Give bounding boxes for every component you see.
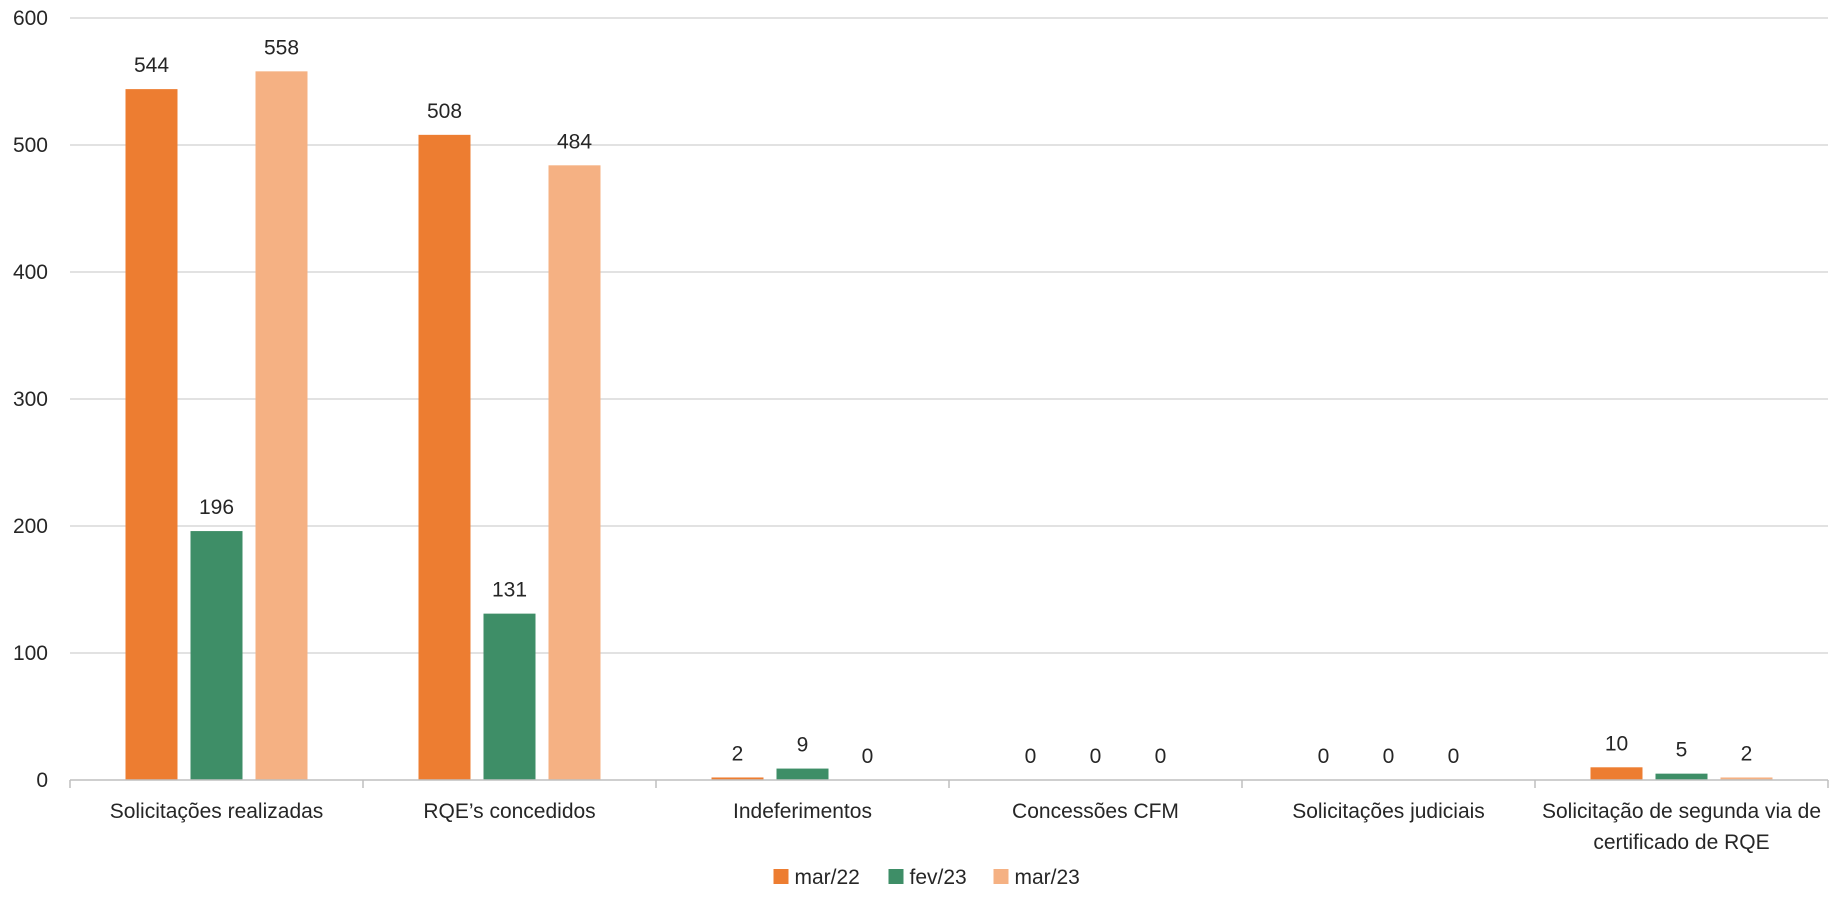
data-label: 0 [1383,745,1395,768]
bar [1655,773,1708,780]
data-label: 5 [1676,739,1688,762]
data-label: 2 [732,742,744,765]
x-tick-label: certificado de RQE [1593,831,1769,854]
data-label: 0 [1090,745,1102,768]
legend-swatch [993,869,1009,884]
data-label: 544 [134,54,169,77]
y-tick-label: 400 [13,261,48,284]
x-tick-label: Concessões CFM [1012,800,1179,823]
bars [125,71,1773,781]
bar [190,531,243,780]
x-tick-label: Solicitações realizadas [110,800,324,823]
data-label: 9 [797,734,809,757]
legend-label: fev/23 [910,866,967,889]
y-tick-label: 300 [13,388,48,411]
bar [418,134,471,781]
x-tick-label: Solicitação de segunda via de [1542,800,1821,823]
data-label: 2 [1741,742,1753,765]
legend-swatch [888,869,904,884]
data-label: 508 [427,100,462,123]
legend-label: mar/23 [1015,866,1080,889]
x-tick-label: Indeferimentos [733,800,872,823]
y-tick-label: 100 [13,642,48,665]
data-label: 0 [1448,745,1460,768]
gridlines [70,17,1828,654]
data-label: 0 [1318,745,1330,768]
x-axis: Solicitações realizadas RQE’s concedidos I… [69,779,1829,854]
y-axis-ticks: 0 100 200 300 400 500 600 [13,7,48,792]
bar [1720,777,1773,780]
data-label: 0 [1155,745,1167,768]
bar [483,613,536,780]
data-label: 484 [557,130,592,153]
data-label: 558 [264,36,299,59]
x-tick-label: Solicitações judiciais [1292,800,1485,823]
data-labels: 544 196 558 508 131 484 2 9 0 0 0 0 0 0 0 10 5 2 [134,36,1752,768]
data-label: 0 [862,745,874,768]
y-tick-label: 500 [13,134,48,157]
bar [1590,767,1643,780]
bar [776,768,829,780]
y-tick-label: 0 [36,769,48,792]
bar [125,89,178,781]
bar [711,777,764,780]
legend-label: mar/22 [795,866,860,889]
bar [548,165,601,780]
data-label: 10 [1605,732,1628,755]
y-tick-label: 200 [13,515,48,538]
legend: mar/22 fev/23 mar/23 [773,866,1080,889]
data-label: 196 [199,496,234,519]
legend-swatch [773,869,789,884]
bar [255,71,308,781]
data-label: 0 [1025,745,1037,768]
x-tick-label: RQE’s concedidos [423,800,595,823]
y-tick-label: 600 [13,7,48,30]
data-label: 131 [492,579,527,602]
